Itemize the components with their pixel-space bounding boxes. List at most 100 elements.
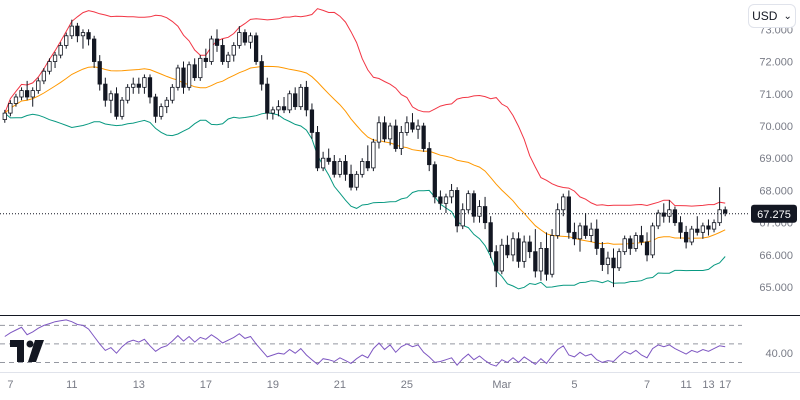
candle-body bbox=[80, 32, 86, 37]
candle bbox=[8, 100, 13, 117]
candle bbox=[24, 80, 30, 101]
candle bbox=[52, 51, 58, 68]
candle-body bbox=[549, 235, 555, 275]
candle bbox=[86, 29, 91, 46]
candle bbox=[220, 39, 225, 65]
currency-label: USD bbox=[752, 9, 778, 23]
candle-body bbox=[259, 61, 264, 85]
candle-body bbox=[656, 212, 661, 227]
candle bbox=[164, 97, 169, 114]
candle bbox=[494, 245, 499, 288]
price-tick-label: 65.000 bbox=[759, 282, 793, 294]
time-tick-label: 7 bbox=[7, 379, 13, 391]
candle bbox=[633, 232, 638, 252]
chevron-down-icon: ⌄ bbox=[783, 10, 792, 22]
candle bbox=[527, 235, 532, 259]
candle bbox=[700, 222, 706, 239]
candle bbox=[108, 90, 114, 114]
candle-body bbox=[572, 231, 577, 240]
candle bbox=[516, 232, 521, 268]
candle bbox=[589, 222, 594, 242]
candle-body bbox=[471, 193, 477, 217]
time-tick-label: 17 bbox=[719, 379, 731, 391]
candle-body bbox=[337, 161, 343, 175]
candle bbox=[544, 232, 549, 281]
candle-body bbox=[577, 225, 583, 240]
candle bbox=[125, 84, 130, 104]
candle bbox=[393, 119, 398, 152]
candle bbox=[711, 219, 717, 233]
candle bbox=[293, 87, 298, 110]
candle bbox=[97, 55, 102, 91]
price-tick-label: 68.000 bbox=[759, 185, 793, 197]
candle bbox=[533, 229, 538, 278]
candle bbox=[415, 119, 421, 139]
candle bbox=[131, 77, 136, 94]
candle bbox=[259, 55, 264, 91]
candle-body bbox=[52, 54, 58, 62]
candle-body bbox=[639, 235, 644, 243]
candle bbox=[717, 187, 722, 226]
upper-band-line bbox=[4, 8, 726, 207]
candle-body bbox=[64, 35, 69, 46]
candle bbox=[103, 77, 108, 107]
candlestick-series bbox=[2, 19, 728, 288]
pane-dividers bbox=[0, 315, 800, 373]
candle bbox=[432, 161, 437, 204]
candle bbox=[360, 158, 365, 178]
last-price-label: 67.275 bbox=[757, 209, 791, 221]
candle-body bbox=[108, 93, 114, 101]
candle bbox=[549, 229, 555, 278]
candle-body bbox=[192, 64, 197, 79]
candle-body bbox=[443, 196, 449, 204]
lower-band-line bbox=[4, 112, 726, 290]
candle-body bbox=[544, 248, 549, 275]
candle bbox=[348, 164, 354, 191]
candle-body bbox=[304, 86, 309, 111]
currency-selector-button[interactable]: USD ⌄ bbox=[748, 4, 796, 28]
candle bbox=[466, 190, 471, 213]
candle bbox=[354, 171, 359, 191]
candle bbox=[41, 68, 47, 85]
time-tick-label: 5 bbox=[571, 379, 577, 391]
price-tick-label: 72.000 bbox=[759, 57, 793, 69]
candle-body bbox=[393, 125, 398, 149]
candle bbox=[672, 206, 678, 226]
candle bbox=[203, 48, 208, 68]
candle-body bbox=[164, 99, 169, 108]
candle bbox=[683, 225, 689, 249]
candle-body bbox=[561, 196, 566, 211]
candle bbox=[656, 209, 661, 230]
candle bbox=[237, 26, 242, 49]
candle-body bbox=[622, 238, 627, 253]
candle bbox=[661, 203, 666, 223]
candle bbox=[427, 142, 432, 172]
price-axis: 73.00072.00071.00070.00069.00068.00067.0… bbox=[759, 24, 793, 294]
candle-body bbox=[510, 238, 516, 256]
candle bbox=[198, 55, 203, 81]
candle-body bbox=[717, 209, 722, 224]
candle bbox=[538, 242, 544, 281]
candle-body bbox=[19, 90, 24, 98]
candle-body bbox=[678, 222, 683, 233]
candle-body bbox=[371, 141, 376, 169]
candle bbox=[265, 77, 270, 120]
price-tick-label: 69.000 bbox=[759, 153, 793, 165]
candle bbox=[253, 32, 259, 65]
candle-body bbox=[460, 209, 465, 227]
candle bbox=[276, 100, 281, 117]
candle-body bbox=[538, 248, 544, 272]
candle bbox=[159, 103, 164, 120]
candle-body bbox=[315, 132, 320, 169]
rsi-tick-label: 40.00 bbox=[765, 348, 793, 360]
time-tick-label: 11 bbox=[680, 379, 691, 391]
candle-body bbox=[661, 212, 666, 217]
candle bbox=[678, 216, 683, 239]
candle bbox=[387, 122, 393, 146]
candle bbox=[298, 84, 303, 110]
candle bbox=[605, 251, 611, 275]
time-tick-label: 19 bbox=[267, 379, 279, 391]
candle-body bbox=[320, 157, 326, 169]
candle-body bbox=[13, 96, 19, 104]
